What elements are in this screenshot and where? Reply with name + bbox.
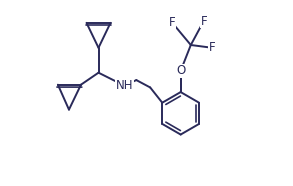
Text: O: O — [176, 64, 185, 77]
Text: NH: NH — [116, 79, 133, 92]
Text: F: F — [169, 16, 176, 29]
Text: F: F — [200, 15, 207, 28]
Text: F: F — [209, 41, 215, 54]
